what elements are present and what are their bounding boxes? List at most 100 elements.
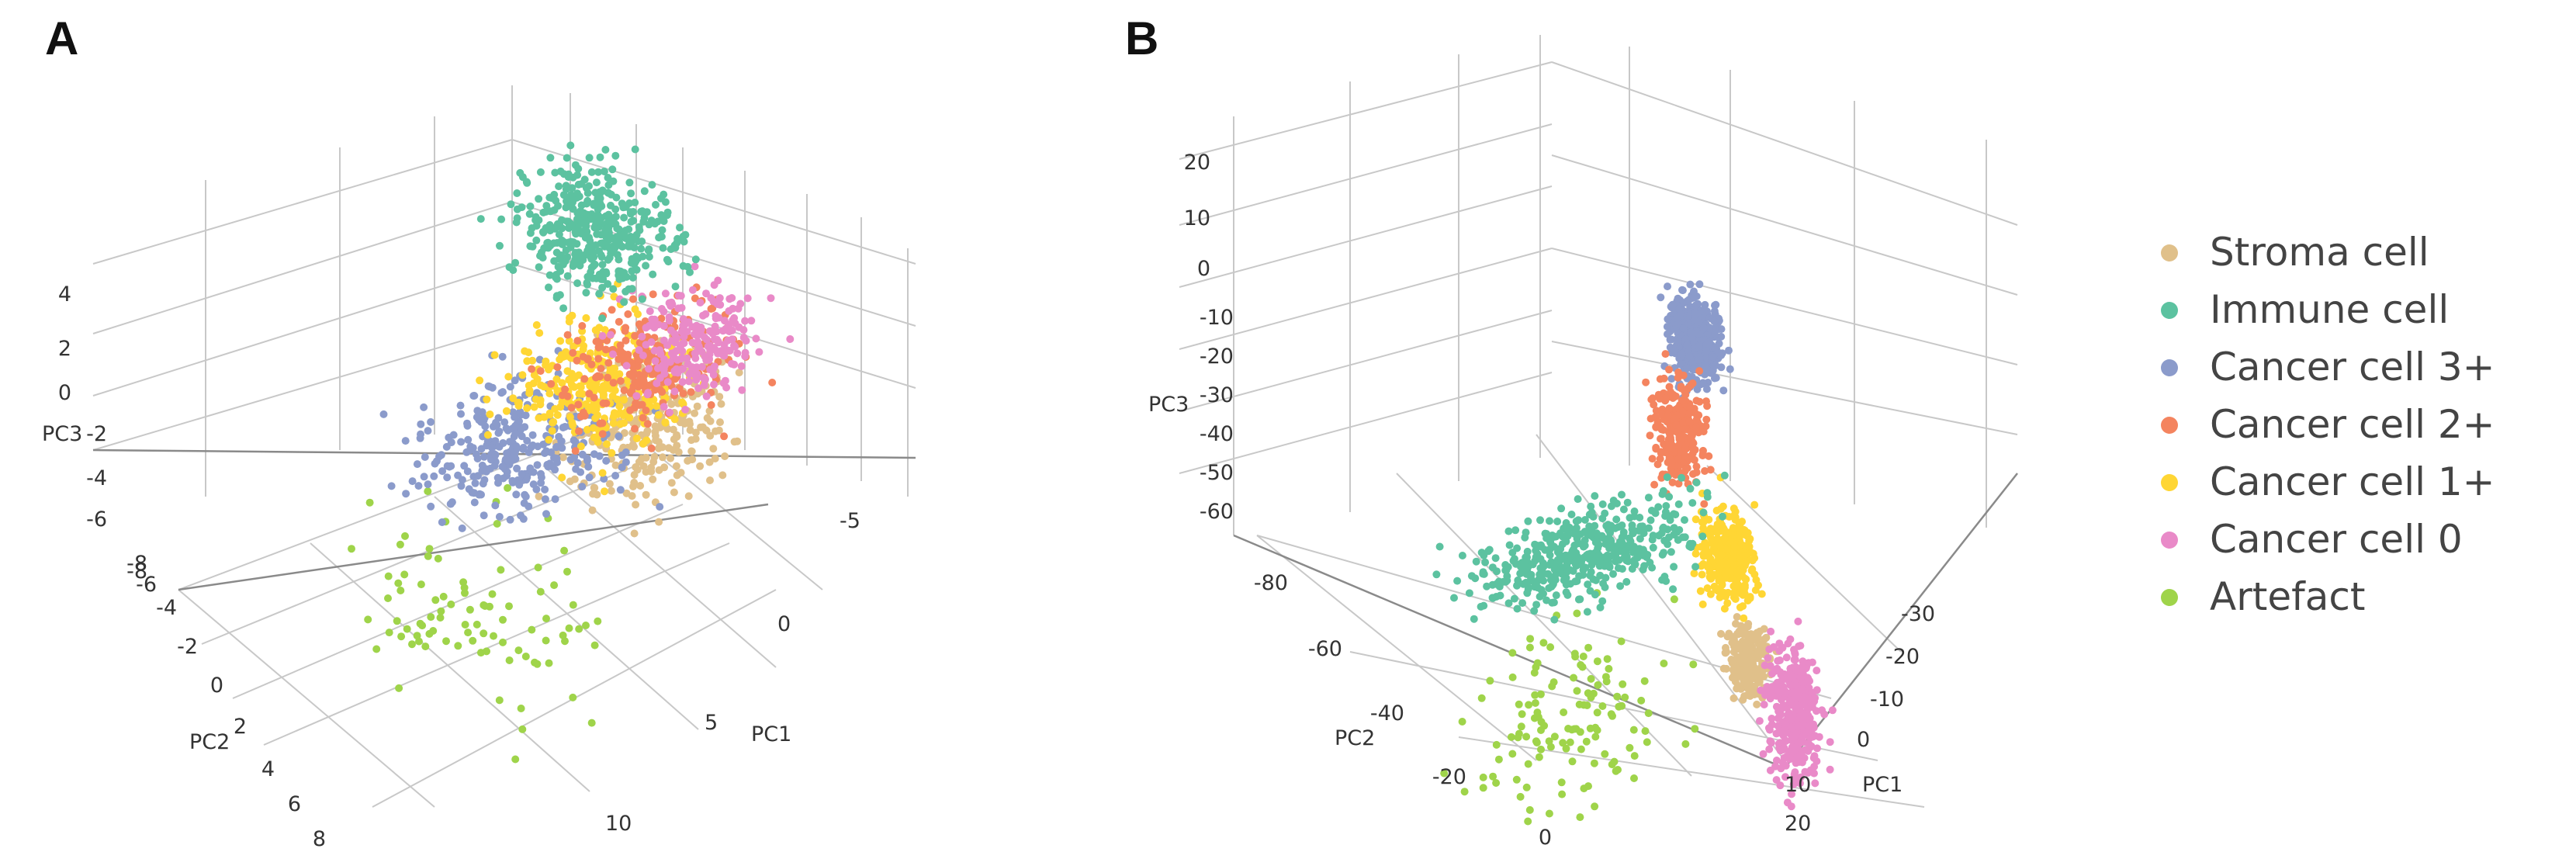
scatter-point [582, 313, 590, 322]
scatter-point [573, 337, 582, 345]
scatter-point [618, 355, 626, 363]
scatter-point [480, 452, 488, 461]
scatter-point [584, 462, 593, 471]
scatter-point [728, 359, 736, 368]
scatter-point [1739, 591, 1747, 599]
b-z-tick: -20 [1200, 345, 1234, 369]
scatter-point [590, 641, 599, 649]
scatter-point [1786, 754, 1795, 763]
scatter-point [1648, 535, 1657, 544]
scatter-point [569, 205, 577, 213]
a-z-tick: -8 [126, 552, 147, 576]
scatter-point [1698, 379, 1707, 387]
scatter-point [417, 430, 424, 438]
scatter-point [551, 168, 559, 177]
b-z-tick: -30 [1200, 383, 1234, 407]
scatter-point [645, 246, 653, 255]
scatter-point [636, 482, 645, 490]
scatter-point [563, 392, 572, 400]
scatter-point [1783, 798, 1792, 807]
scatter-point [556, 291, 564, 300]
scatter-point [1733, 613, 1741, 621]
scatter-point [1810, 763, 1819, 771]
scatter-point [1530, 714, 1539, 722]
scatter-point [1688, 449, 1697, 458]
scatter-point [1690, 293, 1698, 302]
scatter-point [1491, 554, 1500, 563]
scatter-point [1710, 307, 1719, 315]
scatter-point [525, 348, 533, 357]
scatter-point [463, 467, 472, 476]
scatter-point [488, 444, 496, 452]
scatter-point [786, 335, 795, 343]
scatter-point [1489, 772, 1497, 781]
scatter-point [615, 275, 624, 283]
scatter-point [517, 511, 525, 520]
b-x-tick: 20 [1785, 812, 1811, 836]
scatter-point [608, 449, 616, 457]
scatter-point [523, 357, 531, 365]
scatter-point [568, 369, 576, 378]
scatter-point [1702, 347, 1711, 355]
scatter-point [691, 428, 700, 437]
scatter-point [691, 262, 699, 271]
scatter-point [1579, 566, 1587, 574]
scatter-point [425, 629, 434, 638]
scatter-point [1774, 656, 1782, 665]
b-x-tick: -20 [1885, 645, 1920, 669]
scatter-point [608, 165, 617, 174]
scatter-point [1618, 565, 1626, 573]
scatter-point [572, 226, 580, 234]
scatter-point [573, 459, 582, 467]
scatter-point [599, 399, 608, 407]
scatter-point [427, 417, 435, 426]
scatter-point [555, 230, 563, 239]
scatter-point [656, 346, 664, 355]
scatter-point [437, 607, 445, 615]
scatter-point [1804, 674, 1813, 683]
scatter-point [1706, 525, 1715, 533]
scatter-point [1685, 352, 1694, 361]
scatter-point [1530, 607, 1539, 615]
panel-b: B [1125, 12, 2018, 850]
scatter-point [1642, 378, 1650, 386]
scatter-point [659, 362, 667, 370]
scatter-point [1584, 643, 1593, 652]
scatter-point [1731, 662, 1740, 670]
scatter-point [1679, 419, 1687, 428]
scatter-point [1759, 750, 1768, 758]
scatter-point [590, 393, 598, 402]
scatter-point [710, 281, 718, 289]
scatter-point [1603, 655, 1612, 663]
scatter-point [603, 440, 611, 449]
scatter-point [1667, 388, 1675, 397]
scatter-point [710, 344, 718, 352]
scatter-point [706, 476, 714, 484]
scatter-point [491, 451, 500, 459]
scatter-point [1736, 673, 1745, 681]
scatter-point [1599, 580, 1608, 587]
scatter-point [1470, 615, 1478, 623]
scatter-point [569, 348, 577, 357]
scatter-point [473, 407, 482, 415]
scatter-point [1742, 557, 1750, 566]
scatter-point [1532, 663, 1540, 671]
scatter-point [1640, 677, 1649, 685]
scatter-point [1618, 533, 1626, 542]
scatter-point [604, 210, 613, 219]
scatter-point [420, 473, 428, 481]
scatter-point [514, 646, 523, 655]
scatter-point [511, 429, 520, 438]
scatter-point [741, 348, 750, 357]
scatter-point [1701, 361, 1709, 369]
scatter-point [638, 295, 646, 303]
scatter-point [1670, 563, 1678, 571]
scatter-point [506, 383, 514, 391]
scatter-point [701, 352, 709, 361]
b-x-tick: 10 [1785, 773, 1811, 797]
scatter-point [1569, 566, 1577, 575]
scatter-point [706, 365, 715, 374]
scatter-point [537, 479, 545, 487]
scatter-point [1663, 417, 1671, 426]
scatter-point [739, 326, 748, 334]
